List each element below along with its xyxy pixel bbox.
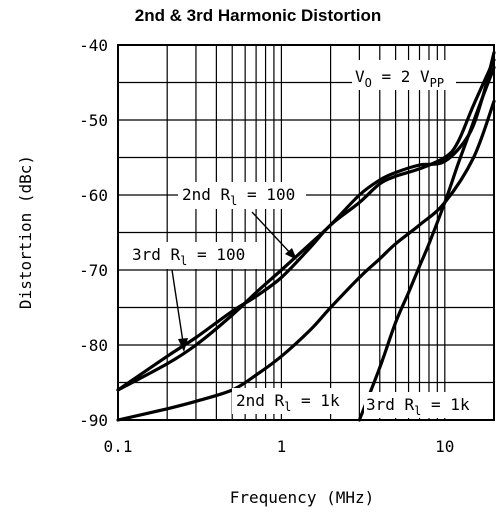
x-tick-labels: 0.1 1 10 — [104, 437, 455, 456]
arrow-3rd-rl-100 — [171, 269, 184, 343]
y-axis-label: Distortion (dBc) — [16, 155, 35, 309]
label-3rd-rl-1k: 3rd Rl = 1k — [364, 392, 490, 418]
condition-sub2: PP — [430, 76, 444, 90]
plot-frame — [117, 44, 495, 421]
arrowhead-2nd-rl-100 — [285, 248, 297, 260]
svg-text:VO = 2 VPP: VO = 2 VPP — [355, 67, 444, 90]
svg-text:2nd Rl = 1k: 2nd Rl = 1k — [236, 391, 340, 414]
series-line-1 — [116, 58, 496, 392]
x-tick-label: 10 — [435, 437, 454, 456]
arrow-2nd-rl-100 — [251, 211, 294, 257]
series-line-2 — [116, 99, 496, 422]
x-axis-label: Frequency (MHz) — [230, 488, 375, 507]
chart-title: 2nd & 3rd Harmonic Distortion — [135, 6, 382, 25]
series-line-0 — [116, 50, 496, 392]
series-line-3 — [357, 65, 496, 422]
y-tick-label: -60 — [79, 186, 108, 205]
y-tick-label: -80 — [79, 336, 108, 355]
arrowhead-3rd-rl-100 — [178, 338, 188, 352]
x-tick-label: 1 — [277, 437, 287, 456]
y-tick-label: -40 — [79, 36, 108, 55]
svg-text:3rd Rl = 100: 3rd Rl = 100 — [132, 245, 245, 268]
condition-sub1: O — [365, 76, 372, 90]
y-tick-labels: -40 -50 -60 -70 -80 -90 — [79, 36, 108, 430]
svg-text:3rd Rl = 1k: 3rd Rl = 1k — [366, 395, 470, 418]
condition-annotation: VO = 2 VPP — [352, 60, 456, 90]
y-tick-label: -50 — [79, 111, 108, 130]
condition-main: V — [355, 67, 365, 86]
svg-text:2nd Rl = 100: 2nd Rl = 100 — [182, 185, 295, 208]
x-tick-label: 0.1 — [104, 437, 133, 456]
y-tick-label: -90 — [79, 411, 108, 430]
grid-lines — [117, 44, 495, 421]
condition-mid: = 2 V — [372, 67, 430, 86]
series-curves — [116, 50, 496, 422]
label-3rd-rl-100: 3rd Rl = 100 — [128, 242, 260, 269]
label-2nd-rl-1k: 2nd Rl = 1k — [232, 388, 352, 414]
label-2nd-rl-100: 2nd Rl = 100 — [178, 182, 306, 209]
y-tick-label: -70 — [79, 261, 108, 280]
